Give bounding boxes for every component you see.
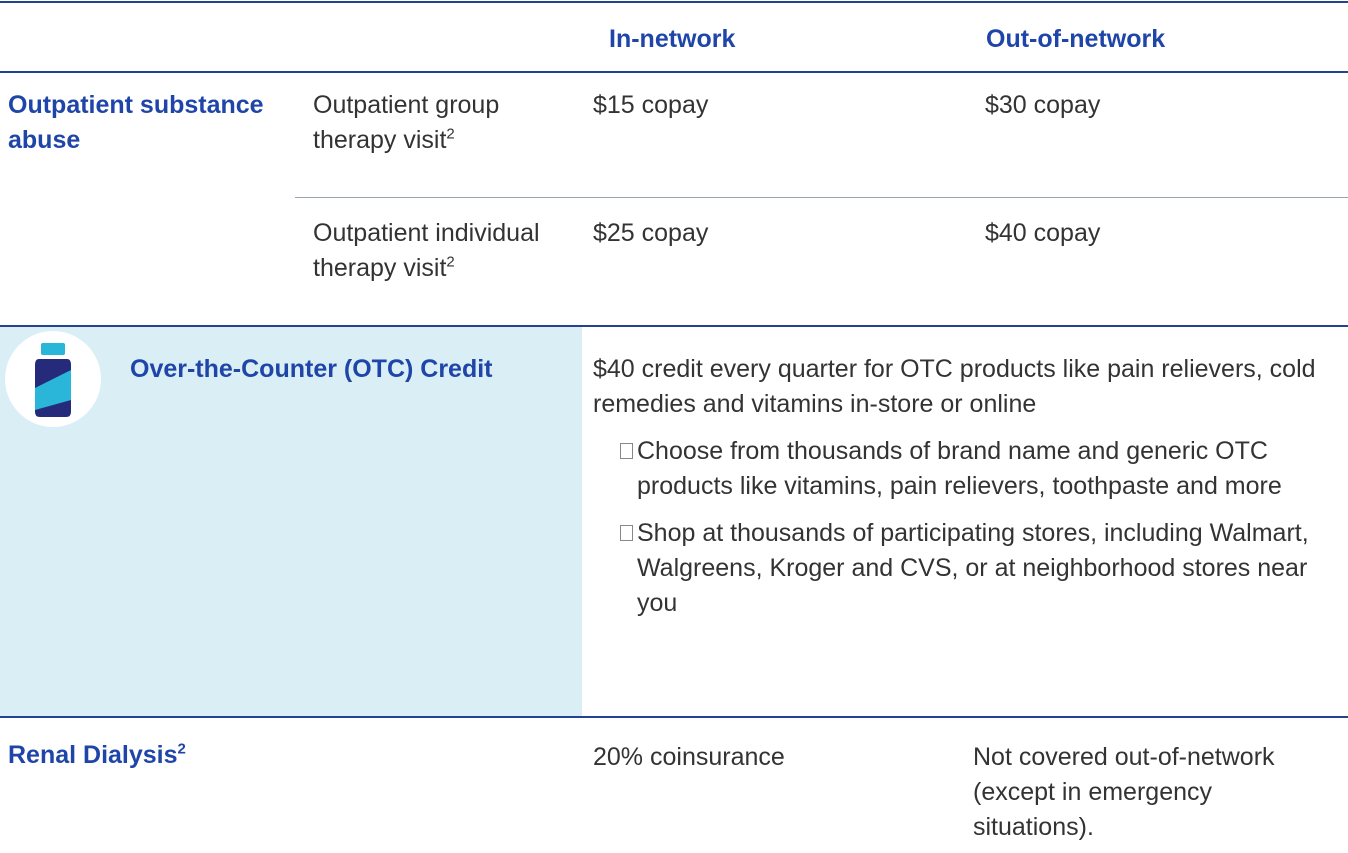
bullet-list: Choose from thousands of brand name and …	[620, 434, 1310, 621]
category: Outpatient substance abuse	[8, 91, 264, 154]
category: Over-the-Counter (OTC) Credit	[130, 355, 493, 383]
service-text: Outpatient group therapy visit	[313, 91, 500, 154]
header-cell: In-network	[609, 25, 736, 53]
category: Renal Dialysis2	[8, 738, 186, 773]
footnote: 2	[177, 740, 186, 758]
header-cell: Out-of-network	[986, 25, 1166, 53]
out-of-network: Not covered out-of-network (except in em…	[973, 743, 1275, 841]
sub-rule	[295, 197, 1348, 198]
otc-cell: $40 credit every quarter for OTC product…	[593, 352, 1333, 621]
service: Outpatient group therapy visit2	[313, 88, 558, 158]
out-of-network: $30 copay	[985, 91, 1101, 119]
bullet: Choose from thousands of brand name and …	[620, 434, 1310, 504]
row-rule	[0, 325, 1348, 327]
out-of-network: $40 copay	[985, 219, 1101, 247]
top-rule	[0, 1, 1348, 3]
row-rule	[0, 71, 1348, 73]
in-network: $25 copay	[593, 219, 709, 247]
service-text: Outpatient individual therapy visit	[313, 219, 540, 282]
row-rule	[0, 716, 1348, 718]
footnote: 2	[446, 253, 455, 271]
footnote: 2	[446, 125, 455, 143]
otc-icon	[5, 331, 101, 427]
bullet: Shop at thousands of participating store…	[620, 516, 1310, 621]
description: $40 credit every quarter for OTC product…	[593, 355, 1316, 418]
service: Outpatient individual therapy visit2	[313, 216, 558, 286]
in-network: 20% coinsurance	[593, 743, 785, 771]
in-network: $15 copay	[593, 91, 709, 119]
category-text: Renal Dialysis	[8, 741, 178, 769]
